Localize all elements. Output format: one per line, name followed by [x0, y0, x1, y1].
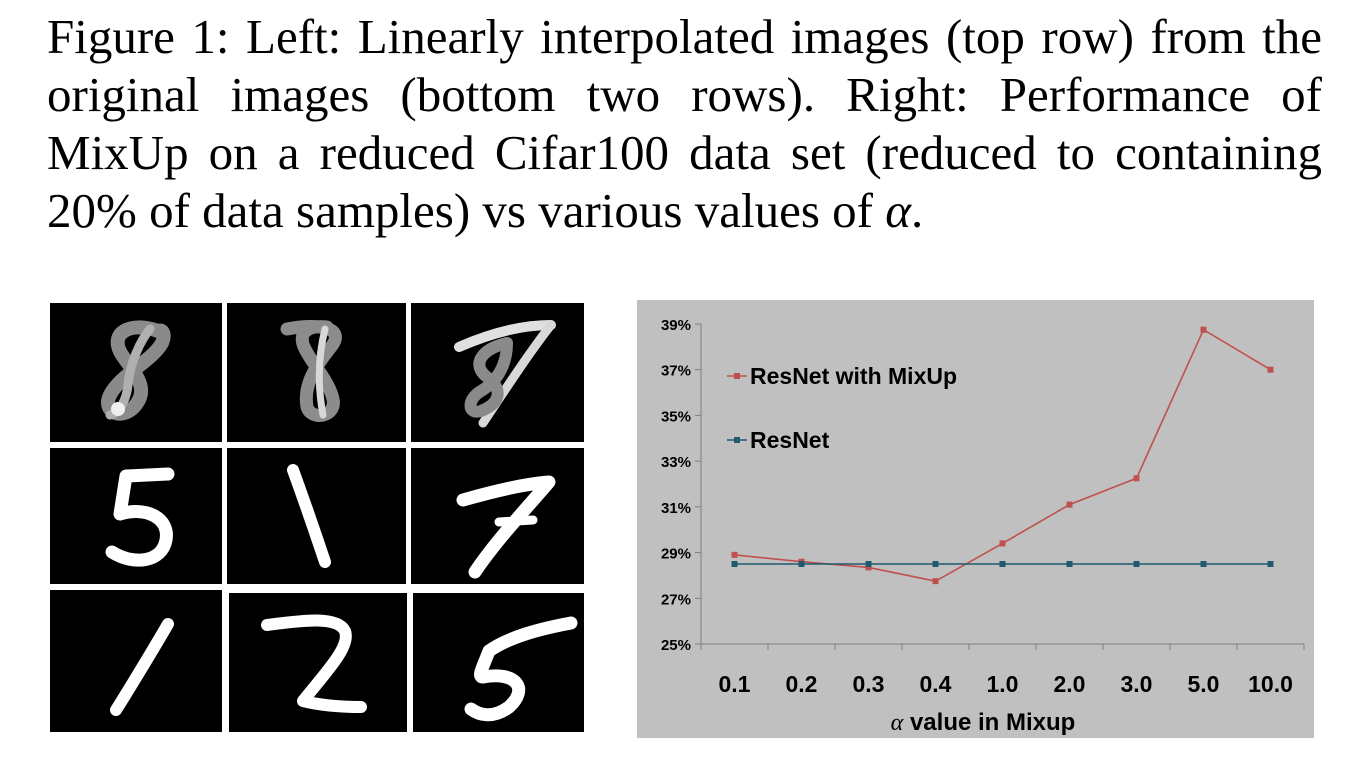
- mnist-cell-interp-3: [411, 303, 584, 442]
- x-axis: 0.1 0.2 0.3 0.4 1.0 2.0 3.0 5.0 10.0: [700, 643, 1305, 697]
- data-point: [999, 540, 1006, 547]
- data-point: [865, 564, 872, 571]
- data-point: [999, 561, 1006, 567]
- data-point: [1267, 366, 1274, 373]
- mnist-cell-digit-5: [50, 448, 222, 584]
- caption-alpha-symbol: α: [885, 183, 911, 238]
- mnist-cell-digit-5b: [413, 593, 584, 732]
- x-tick-label: 5.0: [1188, 671, 1220, 697]
- data-point: [932, 561, 939, 567]
- y-tick-label: 29%: [661, 546, 691, 563]
- mnist-image-grid: [50, 303, 584, 732]
- x-tick-label: 0.4: [920, 671, 952, 697]
- data-point: [731, 561, 738, 567]
- x-axis-title-text: value in Mixup: [903, 709, 1075, 736]
- mixup-performance-chart: 25% 27% 29% 31% 33% 35% 37% 39% 0.1 0.2 0.3 0.4 1.0…: [637, 300, 1314, 738]
- data-point: [1066, 561, 1073, 567]
- data-point: [865, 561, 872, 567]
- legend-label: ResNet with MixUp: [750, 363, 957, 389]
- data-point: [1133, 475, 1140, 482]
- x-tick-label: 0.3: [853, 671, 885, 697]
- y-tick-label: 27%: [661, 591, 691, 608]
- y-tick-label: 31%: [661, 500, 691, 517]
- mnist-cell-digit-2: [229, 593, 407, 732]
- legend-label: ResNet: [750, 427, 830, 453]
- data-point: [1200, 561, 1207, 567]
- y-tick-label: 35%: [661, 408, 691, 425]
- data-point: [798, 561, 805, 567]
- x-tick-label: 3.0: [1121, 671, 1153, 697]
- chart-svg: 25% 27% 29% 31% 33% 35% 37% 39% 0.1 0.2 0.3 0.4 1.0…: [637, 300, 1314, 738]
- x-tick-label: 0.1: [719, 671, 751, 697]
- data-point: [731, 551, 738, 558]
- data-point: [1133, 561, 1140, 567]
- figure-caption: Figure 1: Left: Linearly interpolated im…: [47, 8, 1322, 240]
- caption-period: .: [910, 183, 924, 238]
- mnist-cell-interp-2: [227, 303, 406, 442]
- mnist-cell-digit-7: [411, 448, 584, 584]
- y-tick-label: 37%: [661, 363, 691, 380]
- legend-marker: [734, 373, 740, 379]
- data-point: [1200, 326, 1207, 333]
- caption-text: Figure 1: Left: Linearly interpolated im…: [47, 9, 1322, 238]
- legend-marker: [734, 437, 740, 443]
- chart-legend: ResNet with MixUp ResNet: [727, 363, 957, 453]
- x-tick-label: 2.0: [1054, 671, 1086, 697]
- data-point: [932, 578, 939, 585]
- x-tick-label: 0.2: [786, 671, 818, 697]
- mnist-cell-digit-1b: [50, 590, 222, 732]
- y-tick-label: 33%: [661, 454, 691, 471]
- chart-background: [637, 300, 1314, 738]
- mnist-cell-interp-1: [50, 303, 222, 442]
- x-axis-title: α value in Mixup: [891, 709, 1076, 736]
- y-tick-label: 39%: [661, 317, 691, 334]
- y-tick-label: 25%: [661, 637, 691, 654]
- data-point: [1267, 561, 1274, 567]
- x-tick-label: 1.0: [987, 671, 1019, 697]
- x-tick-label: 10.0: [1248, 671, 1293, 697]
- series-layer: [731, 326, 1274, 585]
- mnist-cell-digit-1: [227, 448, 406, 584]
- data-point: [1066, 501, 1073, 508]
- x-axis-title-symbol: α: [891, 710, 904, 736]
- y-axis: 25% 27% 29% 31% 33% 35% 37% 39%: [661, 317, 702, 654]
